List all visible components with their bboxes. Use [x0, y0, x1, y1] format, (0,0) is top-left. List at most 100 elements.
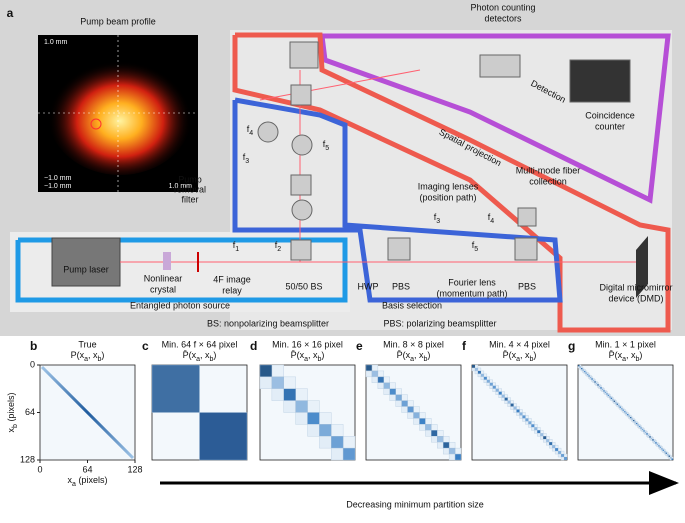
partition-cell	[331, 436, 344, 449]
partition-cell	[507, 400, 511, 404]
partition-cell	[591, 376, 594, 379]
panel-title: Min. 4 × 4 pixel	[489, 339, 550, 349]
partition-cell	[342, 436, 356, 449]
partition-cell	[629, 418, 632, 421]
panel-prob-label-part: a	[410, 356, 414, 363]
partition-cell	[371, 370, 379, 378]
y-tick-label: 0	[30, 359, 35, 369]
partition-cell	[619, 406, 622, 409]
lens-label: f2	[275, 240, 282, 253]
panel-title: True	[78, 339, 96, 349]
relay-label: relay	[222, 285, 242, 295]
panel-prob-label-part: )	[321, 350, 324, 360]
partition-cell	[477, 367, 482, 372]
panel-prob-label-part: )	[427, 350, 430, 360]
partition-cell	[666, 452, 669, 455]
partition-cell	[591, 378, 593, 380]
partition-cell	[614, 403, 617, 406]
partition-cell	[578, 365, 580, 367]
partition-cell	[616, 401, 619, 404]
panel-prob-label-part: P̄(x	[183, 350, 197, 360]
y-axis-label-part: (pixels)	[6, 393, 16, 425]
partition-cell	[371, 376, 379, 384]
coincidence-label: counter	[595, 121, 625, 131]
partition-cell	[654, 440, 657, 443]
y-axis-label-part: b	[12, 424, 19, 428]
partition-cell	[612, 399, 614, 401]
partition-cell	[580, 367, 583, 370]
partition-cell	[489, 385, 493, 389]
partition-cell	[635, 422, 638, 425]
partition-cell	[548, 439, 553, 443]
partition-cell	[647, 433, 650, 435]
partition-cell	[604, 393, 607, 395]
partition-cell	[554, 444, 559, 449]
partition-cell	[531, 421, 535, 425]
partition-cell	[437, 441, 444, 449]
x-tick-label: 128	[127, 464, 142, 474]
partition-cell	[637, 425, 640, 428]
partition-cell	[540, 436, 544, 440]
partition-cell	[592, 379, 595, 382]
pump-laser-box	[51, 237, 121, 287]
partition-cell	[594, 381, 596, 383]
partition-cell	[492, 388, 496, 392]
detectors-label: Photon counting	[470, 2, 535, 12]
partition-cell	[644, 430, 647, 432]
partition-cell	[558, 451, 562, 455]
partition-cell	[552, 445, 556, 449]
partition-cell	[655, 442, 657, 444]
partition-cell	[371, 364, 379, 372]
partition-cell	[649, 434, 651, 437]
partition-cell	[665, 452, 668, 455]
lens-label-part: f	[434, 212, 437, 222]
partition-cell	[652, 440, 654, 443]
marker-circle	[90, 118, 102, 130]
basis-label: Basis selection	[382, 300, 442, 310]
x-axis-label: xa (pixels)	[68, 475, 108, 488]
partition-cell	[407, 400, 414, 407]
partition-cell	[534, 427, 538, 431]
partition-cell	[606, 393, 608, 395]
partition-cell	[489, 379, 493, 384]
partition-cell	[656, 443, 659, 446]
partition-cell	[407, 406, 414, 413]
partition-cell	[634, 421, 636, 423]
partition-cell	[595, 382, 598, 385]
partition-cell	[437, 430, 444, 437]
panel-prob-label-part: b	[318, 356, 322, 363]
partition-cell	[638, 424, 641, 427]
partition-cell	[624, 411, 626, 413]
partition-cell	[271, 388, 284, 401]
partition-cell	[577, 366, 580, 369]
lens-label-part: 5	[325, 145, 329, 152]
partition-cell	[620, 406, 623, 409]
partition-cell	[670, 457, 672, 459]
partition-cell	[600, 385, 602, 388]
partition-cell	[259, 364, 273, 378]
partition-cell	[664, 451, 666, 453]
fourier-label: (momentum path)	[436, 288, 507, 298]
partition-cell	[644, 431, 647, 434]
panel-prob-label-part: a	[84, 356, 88, 363]
partition-cell	[662, 447, 665, 450]
partition-cell	[635, 424, 638, 427]
panel-prob-label: P̄(xa, xb)	[503, 350, 537, 363]
partition-cell	[516, 412, 520, 416]
panel-prob-label: P̄(xa, xb)	[609, 350, 643, 363]
partition-cell	[543, 433, 547, 437]
pbs-label: PBS	[518, 281, 536, 291]
panel-prob-label-part: P̄(x	[503, 350, 517, 360]
partition-cell	[659, 446, 662, 449]
partition-cell	[625, 410, 628, 413]
partition-cell	[582, 369, 584, 371]
partition-cell	[657, 443, 660, 446]
partition-cell	[641, 427, 644, 430]
partition-cell	[486, 379, 490, 383]
partition-cell	[528, 418, 532, 422]
panel-prob-label-part: P̄(x	[397, 350, 411, 360]
lens-label: f1	[233, 240, 240, 253]
partition-cell	[472, 365, 475, 368]
partition-cell	[631, 418, 633, 420]
partition-cell	[442, 436, 450, 443]
